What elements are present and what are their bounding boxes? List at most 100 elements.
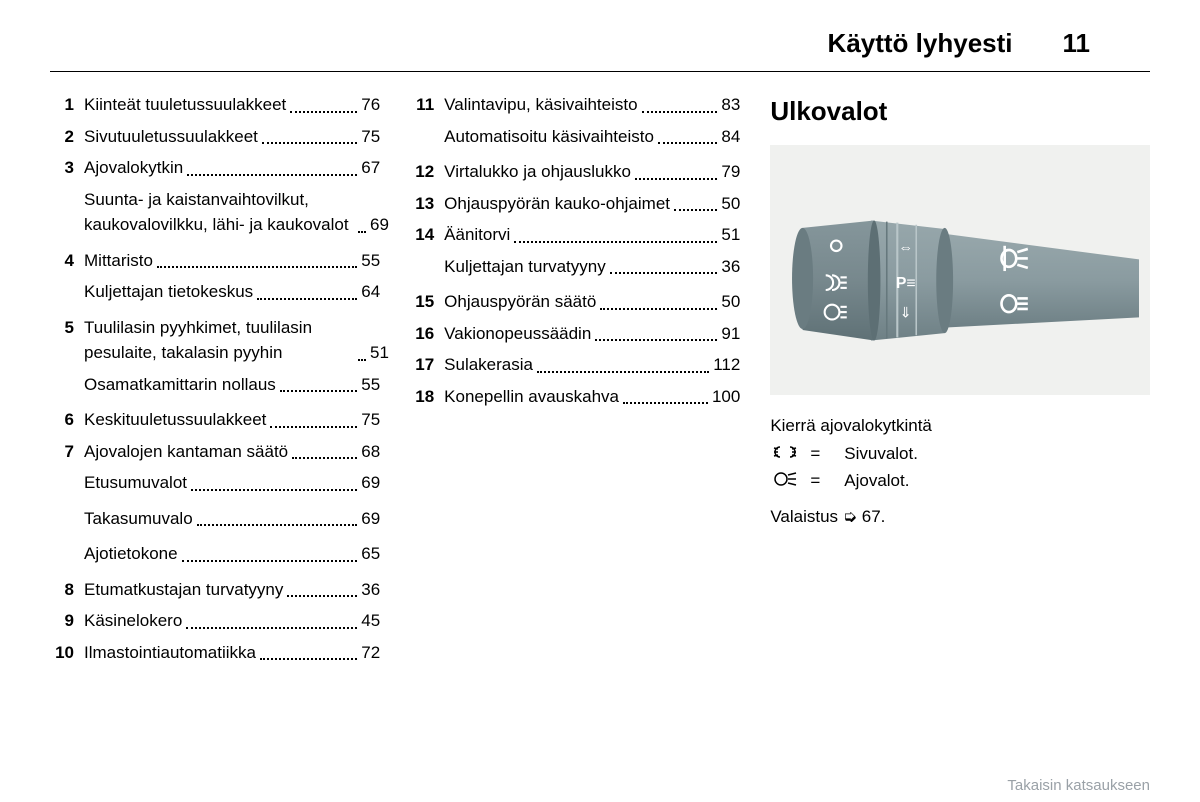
toc-row: 1Kiinteät tuuletussuulakkeet76	[50, 92, 380, 118]
section-title: Ulkovalot	[770, 92, 1150, 131]
toc-number: 17	[410, 352, 444, 378]
toc-body: Virtalukko ja ohjauslukko 79	[444, 159, 740, 185]
leader-dots	[260, 658, 357, 660]
toc-text: Kuljettajan turvatyyny	[444, 254, 606, 280]
legend-row: = Ajovalot.	[770, 468, 1150, 494]
leader-dots	[182, 560, 358, 562]
toc-body: Etusumuvalot69	[84, 470, 380, 496]
leader-dots	[537, 371, 709, 373]
toc-page: 79	[721, 159, 740, 185]
toc-body: Ohjauspyörän kauko-ohjaimet 50	[444, 191, 740, 217]
leader-dots	[197, 524, 358, 526]
toc-row: Kuljettajan turvatyyny36	[444, 254, 740, 280]
toc-page: 55	[361, 248, 380, 274]
headlamp-icon	[770, 468, 800, 494]
sidelamp-icon	[770, 441, 800, 467]
toc-page: 45	[361, 608, 380, 634]
toc-row: Kuljettajan tietokeskus 64	[84, 279, 380, 305]
toc-text: Vakionopeussäädin	[444, 321, 591, 347]
toc-row: 6Keskituuletussuulakkeet75	[50, 407, 380, 433]
toc-number: 8	[50, 577, 84, 603]
toc-text: Suunta- ja kaistanvaihtovilkut, kaukoval…	[84, 187, 354, 238]
ref-arrow-icon: ➭	[843, 507, 862, 526]
leader-dots	[610, 272, 718, 274]
toc-page: 51	[721, 222, 740, 248]
toc-row: 17Sulakerasia112	[410, 352, 740, 378]
toc-text: Ajovalojen kantaman säätö	[84, 439, 288, 465]
toc-page: 50	[721, 191, 740, 217]
toc-text: Ohjauspyörän kauko-ohjaimet	[444, 191, 670, 217]
leader-dots	[280, 390, 357, 392]
leader-dots	[187, 174, 357, 176]
reference-line: Valaistus ➭ 67.	[770, 504, 1150, 530]
toc-text: Etumatkustajan turvatyyny	[84, 577, 283, 603]
toc-page: 65	[361, 541, 380, 567]
toc-text: Valintavipu, käsivaihteisto	[444, 92, 637, 118]
header-title: Käyttö lyhyesti	[828, 28, 1013, 59]
toc-page: 83	[721, 92, 740, 118]
toc-number: 7	[50, 439, 84, 465]
toc-body: Keskituuletussuulakkeet75	[84, 407, 380, 433]
toc-number: 5	[50, 315, 84, 341]
toc-page: 50	[721, 289, 740, 315]
toc-text: Sulakerasia	[444, 352, 533, 378]
toc-row: 11Valintavipu, käsivaihteisto 83	[410, 92, 740, 118]
toc-body: Kuljettajan turvatyyny36	[444, 254, 740, 280]
toc-number: 12	[410, 159, 444, 185]
toc-row: Osamatkamittarin nollaus55	[84, 372, 380, 398]
legend-equals: =	[810, 468, 820, 494]
leader-dots	[157, 266, 357, 268]
toc-text: Ajotietokone	[84, 541, 178, 567]
leader-dots	[186, 627, 357, 629]
toc-body: Ohjauspyörän säätö50	[444, 289, 740, 315]
toc-body: Sulakerasia112	[444, 352, 740, 378]
toc-body: Osamatkamittarin nollaus55	[84, 372, 380, 398]
toc-text: Mittaristo	[84, 248, 153, 274]
leader-dots	[623, 402, 708, 404]
toc-row: 2Sivutuuletussuulakkeet75	[50, 124, 380, 150]
toc-row: Takasumuvalo 69	[84, 506, 380, 532]
toc-body: Kuljettajan tietokeskus 64	[84, 279, 380, 305]
leader-dots	[287, 595, 357, 597]
toc-number: 11	[410, 92, 444, 118]
toc-body: Kiinteät tuuletussuulakkeet76	[84, 92, 380, 118]
leader-dots	[600, 308, 717, 310]
leader-dots	[358, 231, 366, 233]
toc-number: 3	[50, 155, 84, 181]
toc-text: Virtalukko ja ohjauslukko	[444, 159, 631, 185]
toc-text: Kuljettajan tietokeskus	[84, 279, 253, 305]
toc-body: Konepellin avauskahva100	[444, 384, 740, 410]
toc-text: Etusumuvalot	[84, 470, 187, 496]
footer-back-link[interactable]: Takaisin katsaukseen	[1007, 777, 1150, 794]
toc-row: Etusumuvalot69	[84, 470, 380, 496]
instruction-text: Kierrä ajovalokytkintä	[770, 413, 1150, 439]
legend-label: Ajovalot.	[844, 468, 909, 494]
toc-page: 69	[361, 506, 380, 532]
leader-dots	[595, 339, 717, 341]
toc-number: 10	[50, 640, 84, 666]
toc-text: Tuulilasin pyyhkimet, tuulilasin pesulai…	[84, 315, 354, 366]
toc-body: Automatisoitu käsivaihteisto84	[444, 124, 740, 150]
toc-row: 16Vakionopeussäädin91	[410, 321, 740, 347]
section-column: Ulkovalot	[770, 92, 1150, 671]
ref-prefix: Valaistus	[770, 507, 838, 526]
svg-text:⇔: ⇔	[898, 240, 913, 256]
toc-number: 13	[410, 191, 444, 217]
toc-text: Konepellin avauskahva	[444, 384, 619, 410]
toc-page: 68	[361, 439, 380, 465]
leader-dots	[290, 111, 357, 113]
leader-dots	[635, 178, 717, 180]
leader-dots	[642, 111, 718, 113]
svg-text:P≡: P≡	[896, 275, 916, 292]
toc-number: 18	[410, 384, 444, 410]
toc-text: Osamatkamittarin nollaus	[84, 372, 276, 398]
toc-text: Takasumuvalo	[84, 506, 193, 532]
toc-text: Sivutuuletussuulakkeet	[84, 124, 258, 150]
legend-row: =Sivuvalot.	[770, 441, 1150, 467]
toc-row: 12Virtalukko ja ohjauslukko 79	[410, 159, 740, 185]
lever-illustration: ⇔ P≡ ⇓	[782, 170, 1139, 370]
toc-body: Sivutuuletussuulakkeet75	[84, 124, 380, 150]
toc-page: 64	[361, 279, 380, 305]
leader-dots	[262, 142, 357, 144]
toc-page: 75	[361, 407, 380, 433]
